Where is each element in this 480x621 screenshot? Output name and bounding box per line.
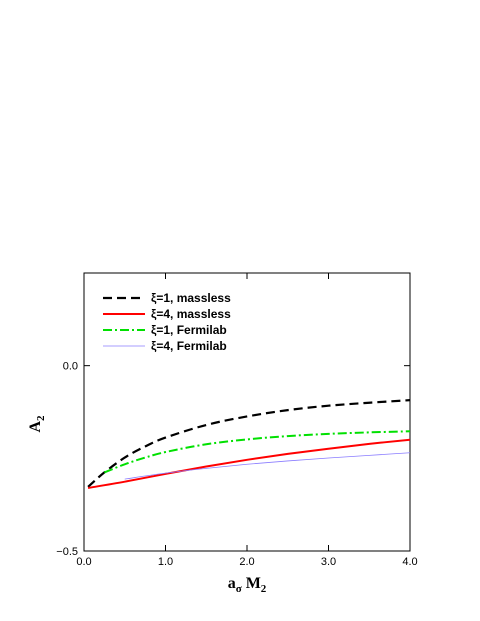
x-tick-label: 3.0	[321, 556, 336, 568]
x-tick-label: 2.0	[239, 556, 254, 568]
series-line-2	[87, 438, 411, 489]
legend-label-1: ξ=1, massless	[151, 291, 231, 305]
x-tick-label: 0.0	[76, 556, 91, 568]
series-line-1	[87, 399, 411, 488]
x-tick-label: 1.0	[158, 556, 173, 568]
series-line-4	[124, 452, 411, 480]
series-layer	[87, 399, 411, 489]
y-tick-label: 0.0	[63, 361, 78, 373]
legend-label-4: ξ=4, Fermilab	[151, 339, 227, 353]
x-axis-title: aσ M2	[228, 575, 267, 595]
series-line-3	[104, 430, 411, 474]
legend-label-3: ξ=1, Fermilab	[151, 323, 227, 337]
axis-ticks: 0.0 1.0 2.0 3.0 4.0−0.50.0	[56, 273, 418, 568]
legend-label-2: ξ=4, massless	[151, 307, 231, 321]
legend: ξ=1, massless ξ=4, massless ξ=1, Fermilab ξ…	[103, 291, 231, 353]
y-tick-label: −0.5	[56, 546, 78, 558]
x-tick-label: 4.0	[402, 556, 417, 568]
y-axis-title: A2	[27, 415, 47, 433]
